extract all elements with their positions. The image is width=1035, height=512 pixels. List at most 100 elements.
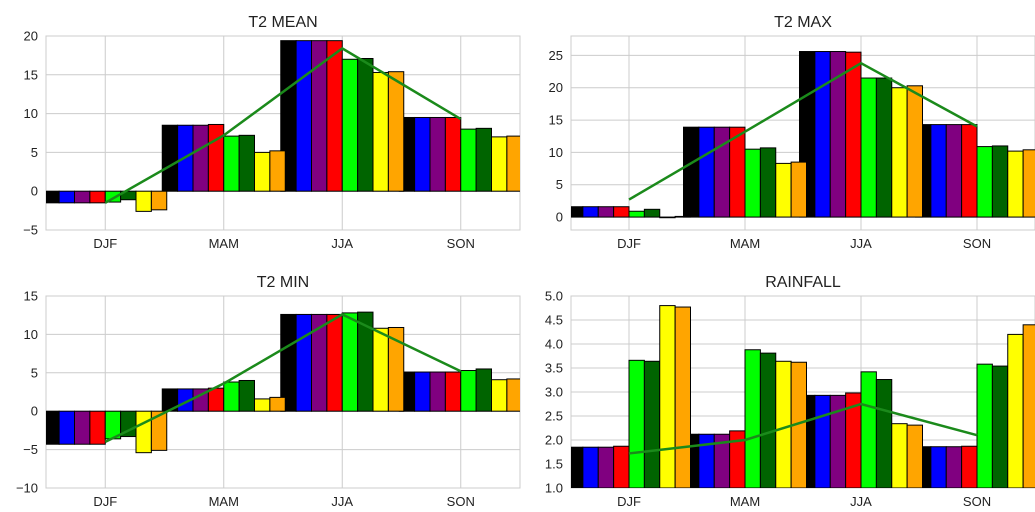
- bar: [238, 134, 255, 192]
- bar: [674, 215, 691, 218]
- bar: [991, 145, 1009, 218]
- bar: [506, 135, 520, 192]
- bar: [613, 445, 630, 488]
- bar: [790, 161, 807, 218]
- bar: [295, 313, 312, 412]
- bar: [326, 313, 343, 412]
- bar: [372, 71, 389, 192]
- chart-panel-rainfall: 1.0 1.5 2.0 2.5 3.0 3.5 4.0 4.5 5.0 DJF MAM JJA SON R…: [545, 274, 1035, 509]
- bar: [444, 371, 462, 412]
- y-tick-label: −5: [23, 442, 38, 457]
- bar: [74, 190, 91, 204]
- bar: [341, 312, 359, 412]
- bar: [89, 410, 106, 445]
- x-tick-label: JJA: [331, 494, 353, 509]
- bar: [161, 124, 179, 192]
- bar: [429, 371, 446, 412]
- bar: [444, 116, 462, 192]
- bar: [491, 136, 508, 192]
- bar-group: [571, 51, 1035, 219]
- bar: [269, 150, 286, 192]
- bar: [775, 162, 792, 218]
- plot-frame: [45, 35, 521, 231]
- y-tick-label: 0: [556, 210, 563, 225]
- y-tick-label: 3.0: [545, 385, 563, 400]
- bar: [460, 128, 477, 192]
- bar: [89, 190, 106, 204]
- y-tick-label: −5: [23, 223, 38, 238]
- x-tick-label: SON: [963, 494, 991, 509]
- bar: [775, 360, 792, 488]
- bar: [207, 123, 225, 192]
- x-tick-label: DJF: [93, 236, 117, 251]
- bar: [1022, 324, 1035, 488]
- bar: [961, 124, 978, 218]
- x-tick-label: JJA: [850, 236, 872, 251]
- bar: [254, 398, 271, 412]
- bar: [698, 126, 715, 218]
- y-tick-label: 15: [549, 113, 563, 128]
- y-tick-label: 3.5: [545, 361, 563, 376]
- y-tick-label: 0: [31, 184, 38, 199]
- trend-line: [628, 61, 978, 201]
- bar: [659, 216, 676, 219]
- y-tick-label: 10: [24, 327, 38, 342]
- y-tick-label: 10: [24, 106, 38, 121]
- y-tick-label: 20: [549, 80, 563, 95]
- bar: [571, 206, 584, 218]
- x-tick-label: JJA: [331, 236, 353, 251]
- bar: [341, 58, 359, 192]
- y-tick-label: 4.0: [545, 337, 563, 352]
- x-tick-label: SON: [963, 236, 991, 251]
- y-tick-label: 0: [31, 404, 38, 419]
- bar: [845, 51, 862, 218]
- y-tick-label: 5: [31, 145, 38, 160]
- bar: [269, 396, 286, 412]
- y-tick-label: 2.5: [545, 409, 563, 424]
- bar: [1007, 150, 1024, 218]
- x-tick-label: MAM: [730, 236, 760, 251]
- y-tick-label: 4.5: [545, 313, 563, 328]
- x-tick-label: SON: [447, 236, 475, 251]
- bar: [491, 379, 508, 412]
- bar: [326, 40, 343, 192]
- bar: [628, 210, 645, 218]
- x-tick-label: DJF: [617, 236, 641, 251]
- chart-panel-t2-mean: −5 0 5 10 15 20 DJF MAM JJA SON T2 MEAN: [23, 14, 521, 251]
- bar: [357, 58, 374, 192]
- bar: [223, 135, 240, 192]
- x-tick-label: DJF: [617, 494, 641, 509]
- bar-group: [46, 311, 520, 454]
- bar: [429, 116, 446, 192]
- bar: [930, 446, 947, 488]
- bar: [192, 124, 209, 192]
- bar: [814, 51, 831, 218]
- bar: [860, 77, 877, 218]
- y-tick-label: 15: [24, 289, 38, 304]
- trend-line: [628, 402, 978, 455]
- y-tick-label: 5: [556, 177, 563, 192]
- bar: [643, 360, 661, 488]
- chart-panel-t2-min: −10 −5 0 5 10 15 DJF MAM JJA SON T2 MIN: [16, 274, 521, 509]
- chart-title: T2 MAX: [774, 14, 832, 31]
- plot-frame: [570, 35, 1035, 231]
- chart-panel-t2-max: 0 5 10 15 20 25 DJF MAM JJA SON T2 MAX: [549, 14, 1035, 251]
- x-tick-label: MAM: [730, 494, 760, 509]
- bar: [223, 381, 240, 412]
- bar: [875, 77, 893, 218]
- bar: [254, 151, 271, 192]
- bar: [1022, 149, 1035, 218]
- bar: [238, 379, 255, 412]
- y-tick-label: 1.0: [545, 481, 563, 496]
- bar: [759, 147, 777, 218]
- bar-group: [46, 40, 520, 212]
- bar: [891, 423, 908, 488]
- y-tick-label: 25: [549, 48, 563, 63]
- bar: [961, 445, 978, 488]
- bar: [58, 190, 75, 204]
- bar: [597, 206, 615, 218]
- bar: [372, 327, 389, 412]
- bar: [280, 313, 297, 412]
- chart-title: T2 MEAN: [248, 14, 317, 31]
